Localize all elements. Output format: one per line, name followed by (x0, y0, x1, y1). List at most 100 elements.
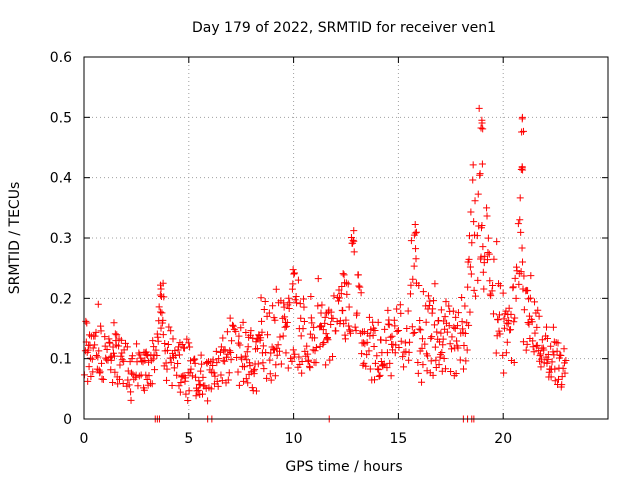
data-point (445, 322, 453, 330)
data-point (299, 325, 307, 333)
data-point (520, 272, 528, 280)
data-point (116, 361, 124, 369)
data-point (414, 369, 422, 377)
data-point (235, 332, 243, 340)
data-point (514, 220, 522, 228)
data-point (549, 323, 557, 331)
data-point (322, 361, 330, 369)
data-point (458, 318, 466, 326)
data-point (270, 345, 278, 353)
data-point (319, 340, 327, 348)
data-point (435, 361, 443, 369)
data-point (106, 339, 114, 347)
data-point (424, 292, 432, 300)
data-point (170, 364, 178, 372)
data-point (409, 329, 417, 337)
data-point (186, 343, 194, 351)
data-point (480, 259, 488, 267)
data-point (339, 270, 347, 278)
data-point (319, 326, 327, 334)
data-point (291, 350, 299, 358)
data-point (244, 343, 252, 351)
y-tick-label: 0.5 (50, 110, 72, 126)
data-point (290, 270, 298, 278)
data-point (285, 294, 293, 302)
data-point (437, 329, 445, 337)
data-point (175, 343, 183, 351)
data-point (391, 349, 399, 357)
data-point (149, 337, 157, 345)
data-point (412, 245, 420, 253)
data-point (282, 322, 290, 330)
data-point (484, 249, 492, 257)
data-point (247, 327, 255, 335)
data-point (261, 298, 269, 306)
data-point (554, 339, 562, 347)
data-point (454, 309, 462, 317)
data-point (101, 342, 109, 350)
data-point (465, 232, 473, 240)
data-point (524, 319, 532, 327)
data-point (98, 359, 106, 367)
data-point (511, 314, 519, 322)
data-point (412, 255, 420, 263)
data-point (293, 299, 301, 307)
data-point (527, 272, 535, 280)
data-point (193, 387, 201, 395)
data-point (461, 329, 469, 337)
data-point (342, 279, 350, 287)
data-point (354, 271, 362, 279)
data-point (502, 349, 510, 357)
data-point (439, 335, 447, 343)
data-point (429, 305, 437, 313)
data-point (127, 396, 135, 404)
data-point (229, 322, 237, 330)
data-point (533, 341, 541, 349)
axis-ticks: 0 0.1 0.2 0.3 0.4 0.5 0.6 0 5 10 15 20 (50, 50, 608, 447)
data-point (155, 303, 163, 311)
data-point (418, 378, 426, 386)
data-point (320, 338, 328, 346)
data-point (366, 365, 374, 373)
data-point (486, 277, 494, 285)
data-point (352, 327, 360, 335)
data-point (474, 276, 482, 284)
data-point (454, 344, 462, 352)
y-axis-label: SRMTID / TECUs (7, 182, 23, 295)
data-point (385, 321, 393, 329)
data-point (242, 375, 250, 383)
data-point (240, 363, 248, 371)
data-point (543, 359, 551, 367)
data-point (419, 288, 427, 296)
data-point (211, 372, 219, 380)
data-point (161, 339, 169, 347)
data-point (445, 302, 453, 310)
data-point (441, 313, 449, 321)
data-point (454, 322, 462, 330)
data-point (393, 327, 401, 335)
chart-title: Day 179 of 2022, SRMTID for receiver ven… (192, 20, 496, 36)
data-point (327, 320, 335, 328)
data-point (406, 290, 414, 298)
data-point (376, 371, 384, 379)
data-point (118, 356, 126, 364)
data-point (509, 283, 517, 291)
data-point (448, 333, 456, 341)
data-point (136, 351, 144, 359)
data-point (248, 384, 256, 392)
data-point (123, 343, 131, 351)
data-point (220, 347, 228, 355)
data-point (322, 330, 330, 338)
data-point (417, 326, 425, 334)
data-point (141, 357, 149, 365)
data-point (271, 316, 279, 324)
grid-lines (84, 57, 608, 419)
data-point (365, 313, 373, 321)
data-point (308, 319, 316, 327)
data-point (411, 329, 419, 337)
data-point (213, 359, 221, 367)
data-point (125, 381, 133, 389)
data-point (449, 307, 457, 315)
data-point (432, 356, 440, 364)
data-point (183, 335, 191, 343)
